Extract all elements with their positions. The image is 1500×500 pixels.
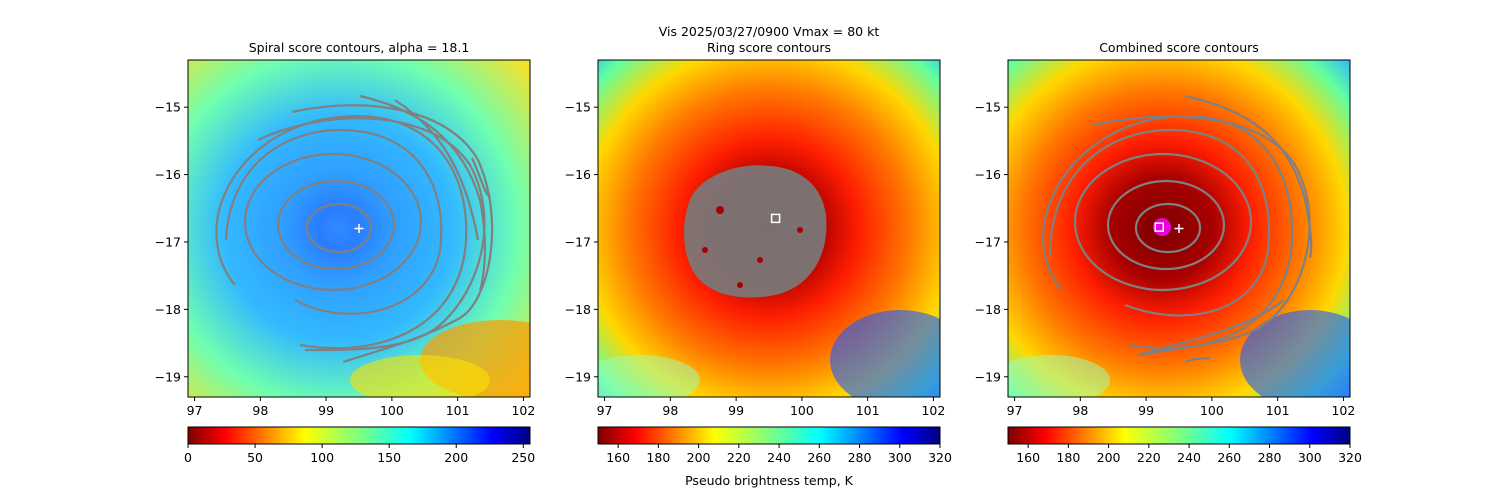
colorbar-tick-label: 160 — [606, 450, 630, 465]
y-tick-label: −18 — [565, 302, 591, 317]
x-tick-label: 99 — [728, 403, 744, 418]
colorbar-tick-label: 180 — [646, 450, 670, 465]
x-tick-label: 98 — [662, 403, 678, 418]
y-tick-label: −18 — [155, 302, 181, 317]
colorbar-tick-label: 200 — [687, 450, 711, 465]
ring-contour-fill — [684, 165, 827, 298]
center-plus-marker — [1174, 224, 1184, 233]
x-tick-label: 101 — [856, 403, 880, 418]
colorbar-label: Pseudo brightness temp, K — [685, 473, 854, 488]
cloud-band — [598, 355, 700, 397]
x-tick-label: 100 — [790, 403, 814, 418]
colorbar-tick-label: 260 — [807, 450, 831, 465]
colorbar-tick-label: 160 — [1016, 450, 1040, 465]
colorbar-tick-label: 220 — [727, 450, 751, 465]
x-tick-label: 97 — [187, 403, 203, 418]
colorbar-tick-label: 320 — [928, 450, 952, 465]
x-tick-label: 100 — [1200, 403, 1224, 418]
colorbar-tick-label: 300 — [888, 450, 912, 465]
x-tick-label: 102 — [1331, 403, 1355, 418]
colorbar-tick-label: 200 — [444, 450, 468, 465]
colorbar-tick-label: 200 — [1097, 450, 1121, 465]
y-tick-label: −17 — [565, 234, 591, 249]
colorbar-tick-label: 280 — [1258, 450, 1282, 465]
figure-suptitle: Vis 2025/03/27/0900 Vmax = 80 kt — [659, 24, 880, 39]
y-tick-label: −17 — [975, 234, 1001, 249]
colorbar-tick-label: 260 — [1217, 450, 1241, 465]
colorbar-tick-label: 150 — [377, 450, 401, 465]
y-tick-label: −15 — [975, 100, 1001, 115]
cloud-band — [1008, 355, 1110, 397]
panel-combined: Combined score contours 97 98 99 100 101 102 −… — [975, 40, 1362, 465]
colorbar — [1007, 426, 1351, 445]
x-tick-label: 101 — [1266, 403, 1290, 418]
colorbar-tick-label: 300 — [1298, 450, 1322, 465]
panel-title: Combined score contours — [1099, 40, 1259, 55]
center-square-marker — [1154, 222, 1165, 232]
x-tick-label: 97 — [597, 403, 613, 418]
center-square-marker — [770, 213, 781, 224]
x-tick-label: 101 — [446, 403, 470, 418]
x-tick-label: 99 — [318, 403, 334, 418]
y-tick-label: −15 — [155, 100, 181, 115]
y-tick-label: −18 — [975, 302, 1001, 317]
contour-set — [215, 94, 494, 364]
x-tick-label: 100 — [380, 403, 404, 418]
colorbar-tick-label: 100 — [310, 450, 334, 465]
panel-title: Spiral score contours, alpha = 18.1 — [249, 40, 470, 55]
colorbar-tick-label: 180 — [1056, 450, 1080, 465]
x-tick-label: 99 — [1138, 403, 1154, 418]
contour-set — [1042, 94, 1313, 364]
y-tick-label: −19 — [155, 369, 181, 384]
panel-spiral: Spiral score contours, alpha = 18.1 97 98… — [155, 40, 536, 465]
cloud-band — [350, 355, 490, 397]
cloud-band — [830, 310, 940, 397]
colorbar — [597, 426, 941, 445]
x-tick-label: 98 — [252, 403, 268, 418]
colorbar-tick-label: 250 — [511, 450, 535, 465]
colorbar-tick-label: 0 — [184, 450, 192, 465]
y-tick-label: −17 — [155, 234, 181, 249]
y-tick-label: −15 — [565, 100, 591, 115]
y-tick-label: −19 — [975, 369, 1001, 384]
y-tick-label: −16 — [565, 167, 591, 182]
colorbar-tick-label: 240 — [767, 450, 791, 465]
y-tick-label: −19 — [565, 369, 591, 384]
colorbar-tick-label: 280 — [848, 450, 872, 465]
panel-title: Ring score contours — [707, 40, 831, 55]
x-tick-label: 102 — [921, 403, 945, 418]
x-tick-label: 98 — [1072, 403, 1088, 418]
colorbar-tick-label: 220 — [1137, 450, 1161, 465]
panel-ring: Ring score contours 97 98 99 100 101 102 −15 −1… — [565, 40, 952, 488]
colorbar-tick-label: 50 — [247, 450, 263, 465]
colorbar-tick-label: 240 — [1177, 450, 1201, 465]
x-tick-label: 102 — [511, 403, 535, 418]
colorbar — [187, 426, 531, 445]
cloud-band — [1240, 310, 1350, 397]
x-tick-label: 97 — [1007, 403, 1023, 418]
center-plus-marker — [354, 224, 364, 233]
colorbar-tick-label: 320 — [1338, 450, 1362, 465]
y-tick-label: −16 — [155, 167, 181, 182]
y-tick-label: −16 — [975, 167, 1001, 182]
